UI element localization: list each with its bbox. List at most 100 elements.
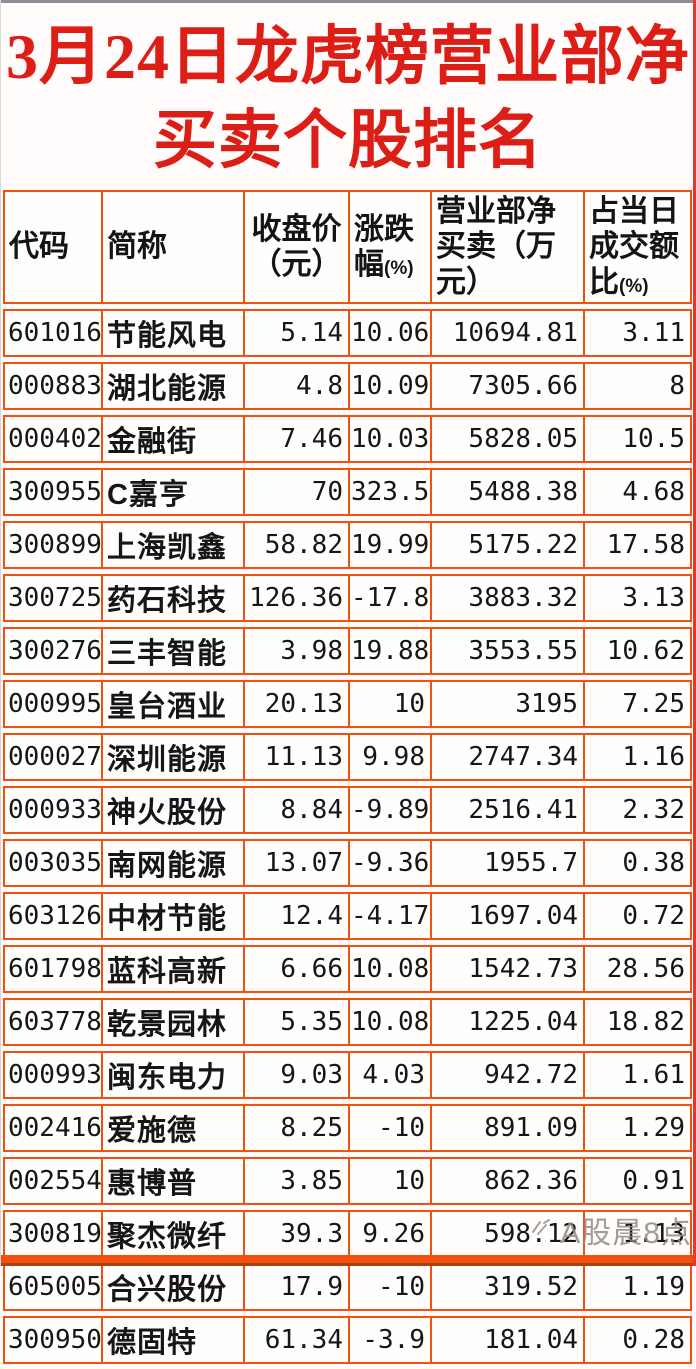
name-cell: 南网能源	[101, 839, 243, 888]
code-cell: 603778	[3, 998, 101, 1047]
table-header-row: 代码 简称 收盘价（元） 涨跌幅(%) 营业部净买卖（万元） 占当日成交额比(%…	[3, 189, 692, 305]
net-amount-cell: 5828.05	[430, 415, 583, 464]
code-cell: 300725	[3, 574, 101, 623]
code-cell: 000402	[3, 415, 101, 464]
name-cell: C嘉亨	[101, 468, 243, 517]
close-price-cell: 13.07	[243, 839, 348, 888]
change-percent-cell: 10.03	[348, 415, 430, 464]
name-cell: 湖北能源	[101, 362, 243, 411]
close-price-cell: 3.98	[243, 627, 348, 676]
change-percent-cell: -9.89	[348, 786, 430, 835]
net-amount-cell: 3195	[430, 680, 583, 729]
turnover-ratio-cell: 7.25	[583, 680, 692, 729]
table-row: 603778 乾景园林 5.35 10.08 1225.04 18.82	[3, 998, 692, 1047]
code-cell: 000883	[3, 362, 101, 411]
code-cell: 000995	[3, 680, 101, 729]
net-amount-cell: 3553.55	[430, 627, 583, 676]
net-amount-cell: 891.09	[430, 1104, 583, 1153]
close-price-cell: 3.85	[243, 1157, 348, 1206]
code-cell: 003035	[3, 839, 101, 888]
name-cell: 惠博普	[101, 1157, 243, 1206]
name-cell: 上海凯鑫	[101, 521, 243, 570]
turnover-ratio-cell: 0.72	[583, 892, 692, 941]
table-row: 601798 蓝科高新 6.66 10.08 1542.73 28.56	[3, 945, 692, 994]
table-row: 603126 中材节能 12.4 -4.17 1697.04 0.72	[3, 892, 692, 941]
change-percent-cell: 19.99	[348, 521, 430, 570]
close-price-cell: 6.66	[243, 945, 348, 994]
table-row: 002554 惠博普 3.85 10 862.36 0.91	[3, 1157, 692, 1206]
name-cell: 三丰智能	[101, 627, 243, 676]
change-percent-cell: -17.8	[348, 574, 430, 623]
close-price-cell: 126.36	[243, 574, 348, 623]
turnover-ratio-cell: 1.16	[583, 733, 692, 782]
turnover-ratio-cell: 8	[583, 362, 692, 411]
turnover-ratio-cell: 10.62	[583, 627, 692, 676]
name-cell: 神火股份	[101, 786, 243, 835]
header-name-label: 简称	[107, 230, 167, 264]
table-row: 300276 三丰智能 3.98 19.88 3553.55 10.62	[3, 627, 692, 676]
table-row: 000933 神火股份 8.84 -9.89 2516.41 2.32	[3, 786, 692, 835]
header-name: 简称	[101, 189, 243, 305]
net-amount-cell: 5175.22	[430, 521, 583, 570]
top-border-line	[0, 0, 696, 3]
turnover-ratio-cell: 18.82	[583, 998, 692, 1047]
header-turnover-ratio-unit: (%)	[619, 275, 649, 297]
left-border-line	[0, 0, 1, 1266]
change-percent-cell: 323.5	[348, 468, 430, 517]
code-cell: 300955	[3, 468, 101, 517]
net-amount-cell: 7305.66	[430, 362, 583, 411]
code-cell: 300276	[3, 627, 101, 676]
table-body: 601016 节能风电 5.14 10.06 10694.81 3.11 000883 湖北能…	[3, 309, 692, 1365]
table-row: 000995 皇台酒业 20.13 10 3195 7.25	[3, 680, 692, 729]
close-price-cell: 8.84	[243, 786, 348, 835]
name-cell: 金融街	[101, 415, 243, 464]
table-row: 300950 德固特 61.34 -3.9 181.04 0.28	[3, 1316, 692, 1365]
table-row: 601016 节能风电 5.14 10.06 10694.81 3.11	[3, 309, 692, 358]
close-price-cell: 5.35	[243, 998, 348, 1047]
change-percent-cell: 4.03	[348, 1051, 430, 1100]
net-amount-cell: 181.04	[430, 1316, 583, 1365]
net-amount-cell: 2516.41	[430, 786, 583, 835]
change-percent-cell: -10	[348, 1104, 430, 1153]
header-close-price: 收盘价（元）	[243, 189, 348, 305]
net-amount-cell: 2747.34	[430, 733, 583, 782]
header-net-amount: 营业部净买卖（万元）	[430, 189, 583, 305]
net-amount-cell: 5488.38	[430, 468, 583, 517]
close-price-cell: 5.14	[243, 309, 348, 358]
change-percent-cell: 10.06	[348, 309, 430, 358]
header-net-amount-label: 营业部净买卖（万元）	[436, 194, 556, 299]
name-cell: 蓝科高新	[101, 945, 243, 994]
name-cell: 聚杰微纤	[101, 1210, 243, 1259]
header-turnover-ratio-label: 占当日成交额比	[589, 194, 679, 299]
change-percent-cell: 9.98	[348, 733, 430, 782]
close-price-cell: 20.13	[243, 680, 348, 729]
page-title: 3月24日龙虎榜营业部净 买卖个股排名	[0, 3, 696, 184]
change-percent-cell: 10.09	[348, 362, 430, 411]
net-amount-cell: 1225.04	[430, 998, 583, 1047]
table-row: 003035 南网能源 13.07 -9.36 1955.7 0.38	[3, 839, 692, 888]
header-close-price-label: 收盘价（元）	[251, 212, 342, 282]
close-price-cell: 58.82	[243, 521, 348, 570]
change-percent-cell: 10.08	[348, 998, 430, 1047]
code-cell: 002554	[3, 1157, 101, 1206]
bottom-border-strip	[0, 1255, 696, 1263]
net-amount-cell: 3883.32	[430, 574, 583, 623]
header-change-percent-unit: (%)	[384, 258, 414, 280]
code-cell: 000993	[3, 1051, 101, 1100]
change-percent-cell: 19.88	[348, 627, 430, 676]
table-row: 000402 金融街 7.46 10.03 5828.05 10.5	[3, 415, 692, 464]
code-cell: 300819	[3, 1210, 101, 1259]
header-code-label: 代码	[9, 230, 69, 264]
code-cell: 601798	[3, 945, 101, 994]
net-amount-cell: 1955.7	[430, 839, 583, 888]
change-percent-cell: 10	[348, 1157, 430, 1206]
turnover-ratio-cell: 3.13	[583, 574, 692, 623]
turnover-ratio-cell: 1.19	[583, 1263, 692, 1312]
turnover-ratio-cell: 10.5	[583, 415, 692, 464]
table-row: 300725 药石科技 126.36 -17.8 3883.32 3.13	[3, 574, 692, 623]
turnover-ratio-cell: 17.58	[583, 521, 692, 570]
close-price-cell: 61.34	[243, 1316, 348, 1365]
close-price-cell: 11.13	[243, 733, 348, 782]
page-title-line1: 3月24日龙虎榜营业部净	[6, 21, 690, 92]
change-percent-cell: -9.36	[348, 839, 430, 888]
